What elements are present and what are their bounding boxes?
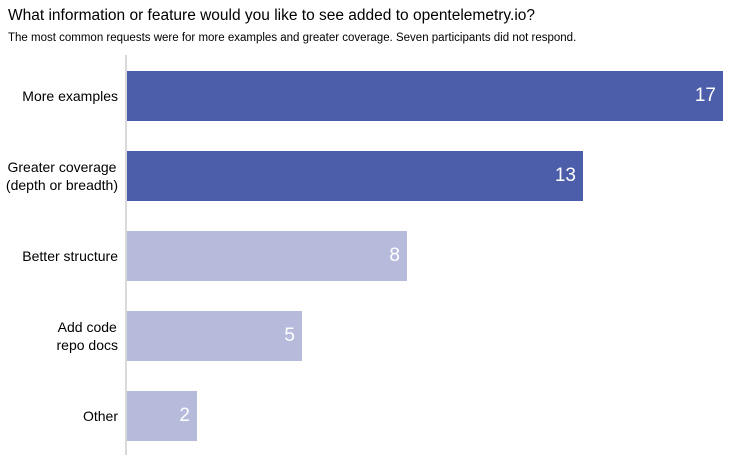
category-label: Other: [82, 408, 118, 424]
value-label: 17: [694, 85, 716, 106]
bar-row: Better structure 8: [0, 231, 746, 281]
bar: 5: [127, 311, 302, 361]
category-label: Better structure: [22, 248, 118, 264]
category-label: More examples: [22, 88, 118, 104]
category-label: Add code repo docs: [56, 319, 118, 353]
bar: 2: [127, 391, 197, 441]
bar: 17: [127, 71, 723, 121]
bar-row: Add code repo docs 5: [0, 311, 746, 361]
value-label: 8: [389, 245, 400, 266]
bar: 8: [127, 231, 407, 281]
bar-row: Greater coverage (depth or breadth) 13: [0, 151, 746, 201]
value-label: 13: [554, 165, 576, 186]
chart-subtitle: The most common requests were for more e…: [8, 32, 577, 44]
bar-row: More examples 17: [0, 71, 746, 121]
bar: 13: [127, 151, 583, 201]
chart-title: What information or feature would you li…: [8, 7, 536, 24]
value-label: 5: [284, 325, 295, 346]
category-label: Greater coverage (depth or breadth): [5, 159, 118, 193]
y-axis-line: [125, 55, 127, 455]
bar-row: Other 2: [0, 391, 746, 441]
value-label: 2: [179, 405, 190, 426]
